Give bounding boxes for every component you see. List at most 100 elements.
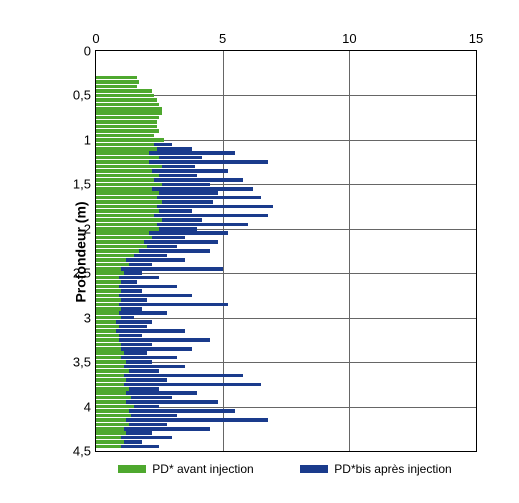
- bar-avant: [96, 107, 162, 111]
- bar-avant: [96, 347, 121, 351]
- bar-avant: [96, 276, 119, 280]
- bar-avant: [96, 320, 116, 324]
- bar-avant: [96, 436, 121, 440]
- bar-avant: [96, 236, 152, 240]
- bar-avant: [96, 445, 121, 449]
- bar-avant: [96, 271, 124, 275]
- bar-avant: [96, 134, 154, 138]
- y-tick: 1,5: [66, 177, 91, 192]
- bar-avant: [96, 400, 126, 404]
- bar-avant: [96, 356, 121, 360]
- bar-avant: [96, 316, 121, 320]
- bar-avant: [96, 365, 124, 369]
- chart-legend: PD* avant injection PD*bis après injecti…: [95, 462, 475, 476]
- bar-avant: [96, 143, 154, 147]
- bar-avant: [96, 258, 126, 262]
- bar-avant: [96, 391, 126, 395]
- bar-avant: [96, 231, 149, 235]
- bar-avant: [96, 174, 159, 178]
- x-tick: 0: [92, 31, 99, 46]
- bar-avant: [96, 80, 139, 84]
- legend-label-apres: PD*bis après injection: [334, 462, 451, 476]
- bar-avant: [96, 116, 159, 120]
- bar-avant: [96, 396, 131, 400]
- bar-avant: [96, 76, 137, 80]
- bar-avant: [96, 374, 124, 378]
- bar-avant: [96, 325, 119, 329]
- bar-avant: [96, 94, 154, 98]
- x-tick: 15: [469, 31, 483, 46]
- y-tick: 4,5: [66, 444, 91, 459]
- bar-avant: [96, 369, 129, 373]
- bar-avant: [96, 311, 119, 315]
- bar-avant: [96, 360, 126, 364]
- y-tick: 2,5: [66, 266, 91, 281]
- y-tick: 2: [66, 221, 91, 236]
- bar-avant: [96, 307, 121, 311]
- bar-avant: [96, 85, 137, 89]
- bar-avant: [96, 151, 149, 155]
- bar-avant: [96, 303, 119, 307]
- bar-avant: [96, 414, 131, 418]
- bar-avant: [96, 427, 124, 431]
- bar-avant: [96, 156, 159, 160]
- y-tick: 3: [66, 310, 91, 325]
- bar-avant: [96, 147, 157, 151]
- bar-avant: [96, 280, 121, 284]
- y-tick: 3,5: [66, 355, 91, 370]
- bar-avant: [96, 245, 147, 249]
- bar-avant: [96, 191, 159, 195]
- bar-avant: [96, 138, 164, 142]
- legend-swatch-avant: [118, 465, 146, 473]
- bar-avant: [96, 125, 157, 129]
- bar-avant: [96, 334, 119, 338]
- bar-avant: [96, 289, 121, 293]
- bar-avant: [96, 263, 129, 267]
- bar-avant: [96, 129, 159, 133]
- legend-item-apres: PD*bis après injection: [300, 462, 451, 476]
- bar-avant: [96, 160, 149, 164]
- y-tick: 4: [66, 399, 91, 414]
- legend-swatch-apres: [300, 465, 328, 473]
- bar-avant: [96, 254, 134, 258]
- bar-avant: [96, 267, 121, 271]
- bar-avant: [96, 298, 121, 302]
- bar-avant: [96, 418, 126, 422]
- bar-avant: [96, 249, 139, 253]
- bar-avant: [96, 103, 159, 107]
- bar-avant: [96, 120, 157, 124]
- bar-avant: [96, 431, 126, 435]
- bar-avant: [96, 240, 144, 244]
- plot-area: 05101500,511,522,533,544,5: [95, 50, 477, 452]
- y-tick: 1: [66, 132, 91, 147]
- bar-avant: [96, 378, 126, 382]
- bar-avant: [96, 178, 154, 182]
- bar-avant: [96, 200, 162, 204]
- bar-avant: [96, 423, 129, 427]
- bar-avant: [96, 351, 124, 355]
- bar-avant: [96, 343, 121, 347]
- y-tick: 0,5: [66, 88, 91, 103]
- x-tick: 5: [219, 31, 226, 46]
- bar-avant: [96, 409, 129, 413]
- y-axis-label: Profondeur (m): [73, 201, 89, 302]
- bar-avant: [96, 98, 157, 102]
- bar-avant: [96, 223, 157, 227]
- bar-avant: [96, 187, 152, 191]
- bar-avant: [96, 294, 119, 298]
- bar-avant: [96, 209, 159, 213]
- bar-avant: [96, 383, 124, 387]
- x-tick: 10: [342, 31, 356, 46]
- bar-avant: [96, 165, 162, 169]
- bar-avant: [96, 214, 154, 218]
- legend-item-avant: PD* avant injection: [118, 462, 253, 476]
- bar-avant: [96, 440, 124, 444]
- bar-avant: [96, 169, 152, 173]
- bar-avant: [96, 111, 162, 115]
- bar-avant: [96, 329, 116, 333]
- legend-label-avant: PD* avant injection: [152, 462, 253, 476]
- depth-profile-chart: Profondeur (m) 05101500,511,522,533,544,…: [20, 20, 499, 483]
- bar-avant: [96, 218, 162, 222]
- bar-avant: [96, 183, 162, 187]
- bar-avant: [96, 227, 159, 231]
